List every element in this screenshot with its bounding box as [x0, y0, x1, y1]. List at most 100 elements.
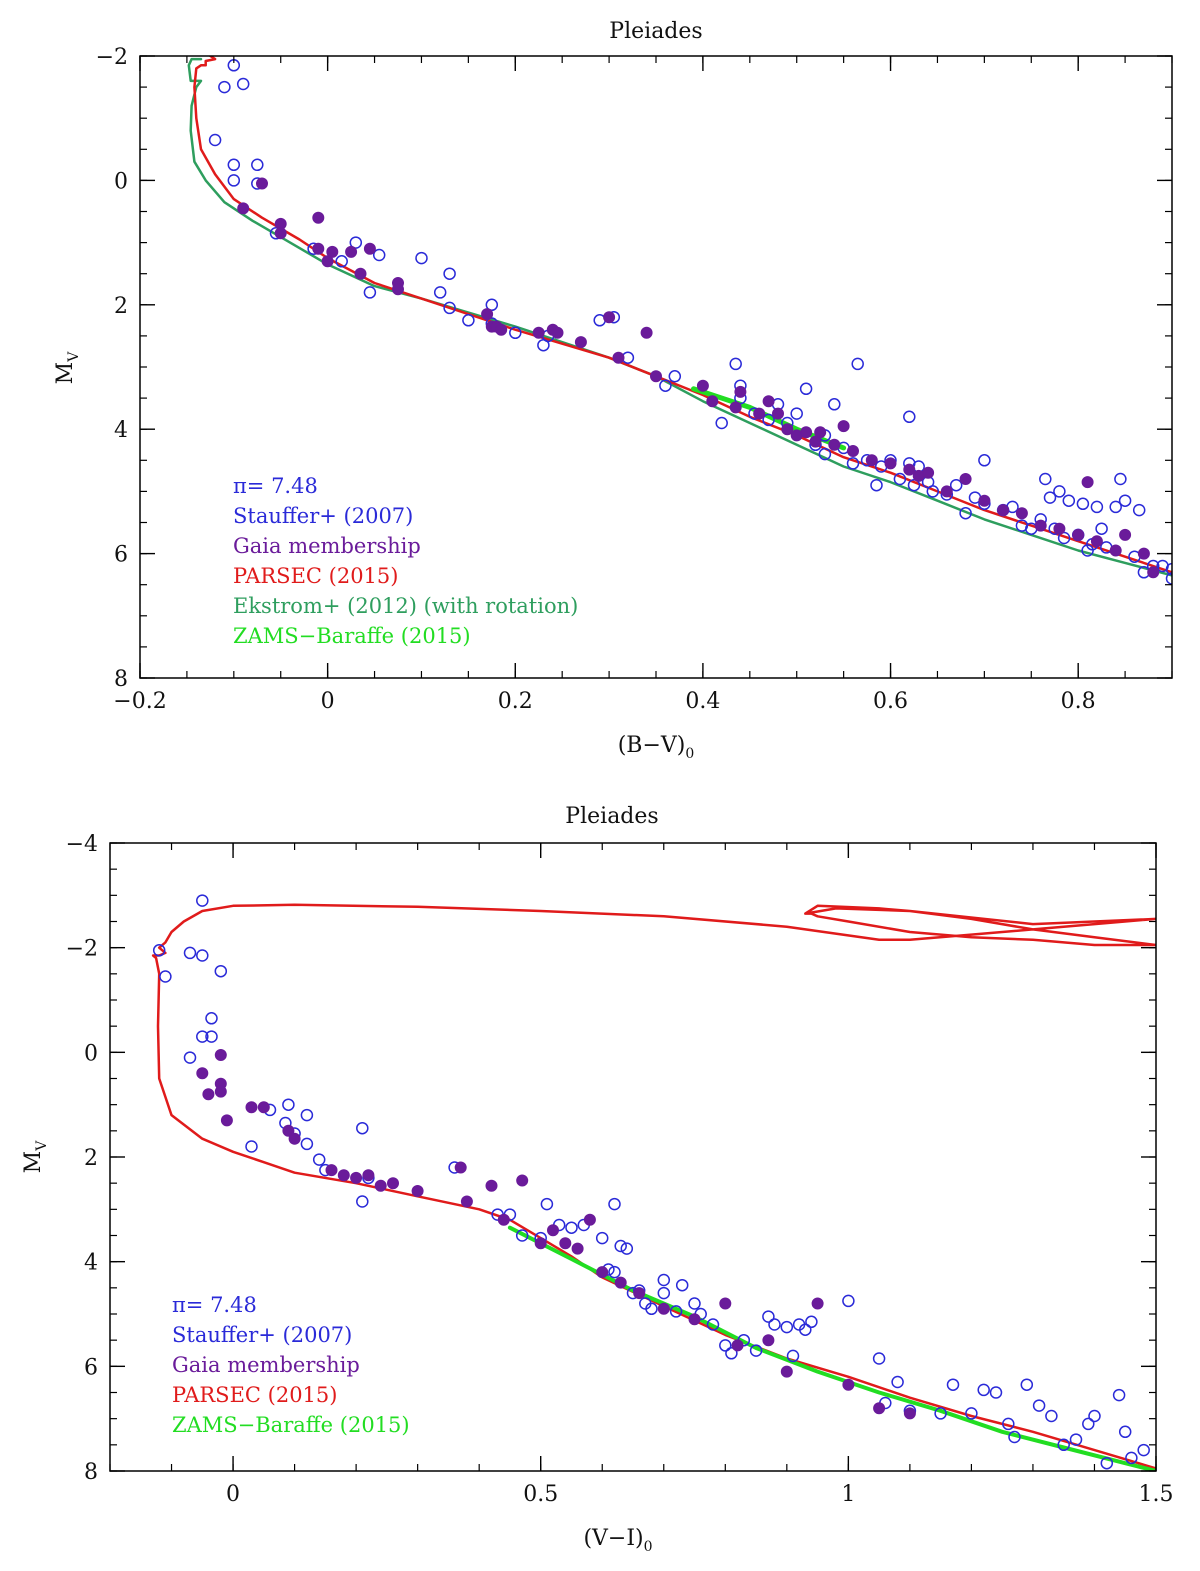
stauffer-point	[959, 506, 972, 520]
stauffer-point	[415, 251, 428, 265]
gaia-member-point	[1147, 566, 1160, 579]
x-tick-label: 0.4	[685, 689, 720, 714]
stauffer-point	[1069, 1433, 1083, 1446]
y-tick-label: 8	[84, 1460, 98, 1485]
stauffer-point	[946, 1378, 960, 1391]
x-tick-label: 0.2	[498, 689, 533, 714]
gaia-member-point	[214, 1085, 227, 1098]
legend-gaia: Gaia membership	[172, 1353, 360, 1377]
gaia-member-point	[1137, 547, 1150, 560]
stauffer-point	[657, 1273, 671, 1287]
stauffer-point	[1020, 1378, 1034, 1391]
gaia-member-point	[245, 1101, 258, 1114]
stauffer-point	[891, 1375, 904, 1389]
gaia-member-point	[387, 1177, 399, 1190]
gaia-member-point	[978, 494, 991, 507]
y-tick-label: −4	[66, 832, 98, 857]
gaia-member-point	[559, 1237, 572, 1250]
gaia-member-point	[532, 326, 545, 339]
gaia-member-point	[534, 1237, 547, 1250]
stauffer-point	[1057, 531, 1071, 545]
gaia-member-point	[214, 1049, 227, 1061]
stauffer-point	[818, 447, 832, 461]
stauffer-point	[1118, 494, 1132, 507]
gaia-member-point	[485, 1179, 498, 1192]
gaia-member-point	[753, 407, 766, 420]
x-axis-label-main: (V−I)	[583, 1526, 643, 1551]
stauffer-point	[1118, 1425, 1132, 1439]
stauffer-point	[356, 1195, 369, 1208]
y-tick-label: 4	[114, 418, 128, 443]
gaia-member-point	[574, 336, 587, 349]
gaia-member-point	[837, 420, 850, 433]
stauffer-point	[978, 454, 991, 467]
plot-area	[187, 56, 1172, 585]
x-tick-label: 0.8	[1061, 689, 1096, 714]
y-tick-label: 6	[114, 543, 128, 568]
stauffer-point	[1045, 1409, 1058, 1423]
gaia-member-point	[547, 1224, 559, 1237]
gaia-member-point	[288, 1132, 301, 1145]
stauffer-point	[152, 944, 166, 957]
stauffer-point	[614, 1239, 627, 1253]
gaia-member-point	[1015, 507, 1028, 520]
stauffer-point	[1095, 522, 1108, 535]
gaia-member-point	[363, 242, 376, 255]
gaia-member-point	[657, 1302, 670, 1315]
gaia-member-point	[411, 1185, 424, 1197]
gaia-member-point	[612, 351, 625, 364]
stauffer-point	[1088, 1409, 1101, 1423]
gaia-member-point	[731, 1339, 744, 1352]
stauffer-point	[725, 1347, 738, 1360]
gaia-member-point	[325, 1164, 338, 1177]
stauffer-point	[565, 1221, 578, 1234]
gaia-member-point	[688, 1313, 701, 1326]
gaia-member-point	[1053, 522, 1066, 535]
gaia-member-point	[650, 370, 662, 383]
gaia-member-point	[614, 1276, 627, 1289]
x-axis-label-main: (B−V)	[618, 733, 686, 758]
legend-stauffer: Stauffer+ (2007)	[172, 1323, 352, 1347]
gaia-member-point	[1119, 528, 1132, 541]
stauffer-point	[790, 407, 803, 420]
gaia-member-point	[202, 1088, 215, 1101]
stauffer-point	[1057, 1438, 1070, 1452]
x-tick-label: 1	[841, 1482, 855, 1507]
x-axis-label: (B−V)0	[618, 733, 695, 762]
stauffer-point	[608, 1197, 621, 1211]
stauffer-point	[977, 1383, 990, 1397]
gaia-member-point	[392, 283, 404, 296]
stauffer-point	[540, 1197, 554, 1211]
y-axis-label: MV	[53, 351, 82, 385]
gaia-member-point	[842, 1378, 855, 1391]
stauffer-point	[893, 472, 907, 486]
gaia-member-point	[772, 407, 784, 420]
stauffer-point	[620, 1242, 634, 1255]
gaia-member-point	[481, 308, 494, 321]
stauffer-point	[159, 970, 172, 983]
stauffer-point	[443, 301, 456, 315]
gaia-member-point	[903, 463, 916, 476]
stauffer-point	[926, 485, 940, 498]
stauffer-point	[1053, 485, 1066, 498]
gaia-member-point	[959, 473, 972, 485]
y-tick-label: 8	[114, 667, 128, 692]
gaia-member-point	[706, 395, 719, 408]
legend: π= 7.48 Stauffer+ (2007) Gaia membership…	[233, 474, 578, 648]
stauffer-point	[706, 1318, 720, 1331]
gaia-member-point	[729, 401, 742, 414]
stauffer-point	[245, 1140, 258, 1153]
y-tick-label: 6	[84, 1355, 98, 1380]
stauffer-point	[719, 1339, 732, 1352]
gaia-member-point	[282, 1124, 295, 1137]
gaia-member-point	[362, 1169, 375, 1182]
stauffer-point	[762, 413, 775, 427]
y-axis-label-main: M	[53, 362, 78, 385]
gaia-member-point	[497, 1213, 510, 1226]
y-tick-label: 2	[84, 1146, 98, 1171]
stauffer-point	[1082, 1417, 1095, 1431]
panel-bv-color-magnitude: Pleiades −0.2 0 0.2 0.4 0.6 0.8 −2 0 2 4 6 8 MV (B−…	[53, 19, 1173, 762]
stauffer-point	[1008, 1430, 1021, 1444]
gaia-member-point	[640, 326, 653, 339]
